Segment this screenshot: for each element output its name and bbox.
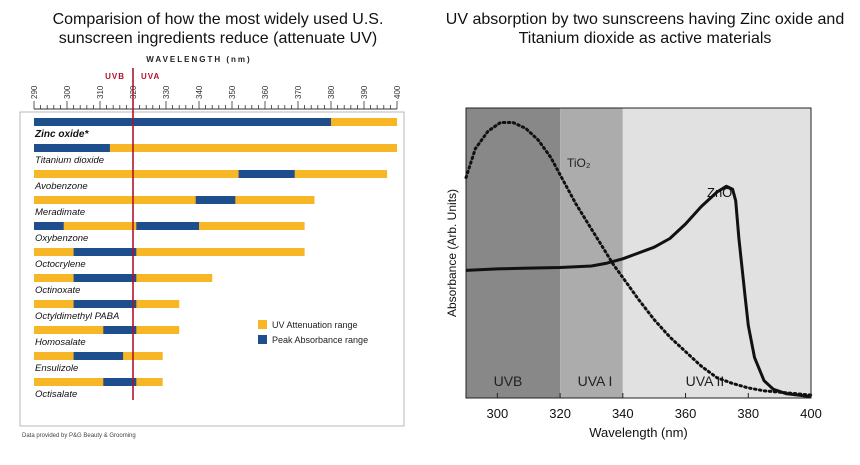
tick-label: 300: [63, 85, 72, 99]
tick-label: 370: [294, 85, 303, 99]
band-label-uvb: UVB: [105, 72, 125, 81]
peak-bar: [136, 222, 199, 230]
region-label: UVA I: [578, 373, 613, 389]
right-chart-title: UV absorption by two sunscreens having Z…: [445, 11, 845, 47]
footnote: Data provided by P&G Beauty & Grooming: [22, 433, 136, 439]
ingredient-label: Meradimate: [35, 207, 85, 218]
peak-bar: [34, 222, 64, 230]
region-label: UVB: [494, 373, 523, 389]
peak-bar: [73, 300, 137, 308]
left-chart-title: Comparision of how the most widely used …: [52, 11, 384, 47]
x-tick-label: 380: [737, 406, 759, 421]
peak-bar: [238, 170, 295, 178]
region-uvb: [466, 108, 561, 398]
peak-bar: [73, 352, 124, 360]
attenuation-bar: [34, 170, 388, 178]
band-label-uva: UVA: [141, 72, 160, 81]
x-tick-label: 340: [612, 406, 634, 421]
plot-frame: [465, 107, 812, 399]
peak-bar: [73, 248, 137, 256]
y-axis-label: Absorbance (Arb. Units): [445, 189, 459, 317]
ingredient-label: Oxybenzone: [35, 233, 88, 244]
ingredient-label: Octyldimethyl PABA: [35, 311, 119, 322]
attenuation-bar: [34, 144, 397, 152]
peak-bar: [34, 118, 331, 126]
x-axis-label: Wavelength (nm): [589, 425, 688, 440]
tick-label: 310: [96, 85, 105, 99]
sunscreen-attenuation-chart: WAVELENGTH (nm)UVBUVA2903003103203303403…: [19, 55, 405, 439]
legend-swatch-attenuation: [258, 320, 267, 329]
series-label-tio2: TiO₂: [567, 156, 591, 170]
chart-panel: [19, 111, 405, 427]
region-uva-ii: [622, 108, 811, 398]
x-tick-label: 400: [800, 406, 822, 421]
ingredient-label: Octinoxate: [35, 285, 80, 296]
tick-label: 340: [195, 85, 204, 99]
attenuation-bar: [34, 378, 163, 386]
attenuation-bar: [34, 248, 305, 256]
tick-label: 380: [327, 85, 336, 99]
x-tick-label: 320: [549, 406, 571, 421]
tick-label: 390: [360, 85, 369, 99]
series-label-zno: ZnO: [707, 185, 732, 200]
ingredient-label: Avobenzone: [34, 181, 88, 192]
tick-label: 290: [30, 85, 39, 99]
series-line-zno: [465, 184, 812, 399]
legend-label-attenuation: UV Attenuation range: [272, 320, 358, 330]
ingredient-label: Titanium dioxide: [35, 155, 104, 166]
peak-bar: [34, 144, 110, 152]
peak-bar: [103, 326, 137, 334]
legend-swatch-peak: [258, 335, 267, 344]
x-tick-label: 300: [487, 406, 509, 421]
ingredient-label: Zinc oxide*: [34, 129, 89, 140]
tick-label: 360: [261, 85, 270, 99]
region-label: UVA II: [686, 373, 725, 389]
tick-label: 330: [162, 85, 171, 99]
ingredient-label: Homosalate: [35, 337, 86, 348]
peak-bar: [195, 196, 236, 204]
attenuation-bar: [34, 196, 315, 204]
ingredient-label: Ensulizole: [35, 363, 78, 374]
axis-title: WAVELENGTH (nm): [146, 55, 251, 64]
series-line-tio2: [464, 121, 813, 397]
tick-label: 350: [228, 85, 237, 99]
ingredient-label: Octisalate: [35, 389, 77, 400]
region-uva-i: [560, 108, 623, 398]
legend-label-peak: Peak Absorbance range: [272, 335, 368, 345]
peak-bar: [73, 274, 137, 282]
ingredient-label: Octocrylene: [35, 259, 86, 270]
tick-label: 400: [393, 85, 402, 99]
x-tick-label: 360: [675, 406, 697, 421]
peak-bar: [103, 378, 137, 386]
